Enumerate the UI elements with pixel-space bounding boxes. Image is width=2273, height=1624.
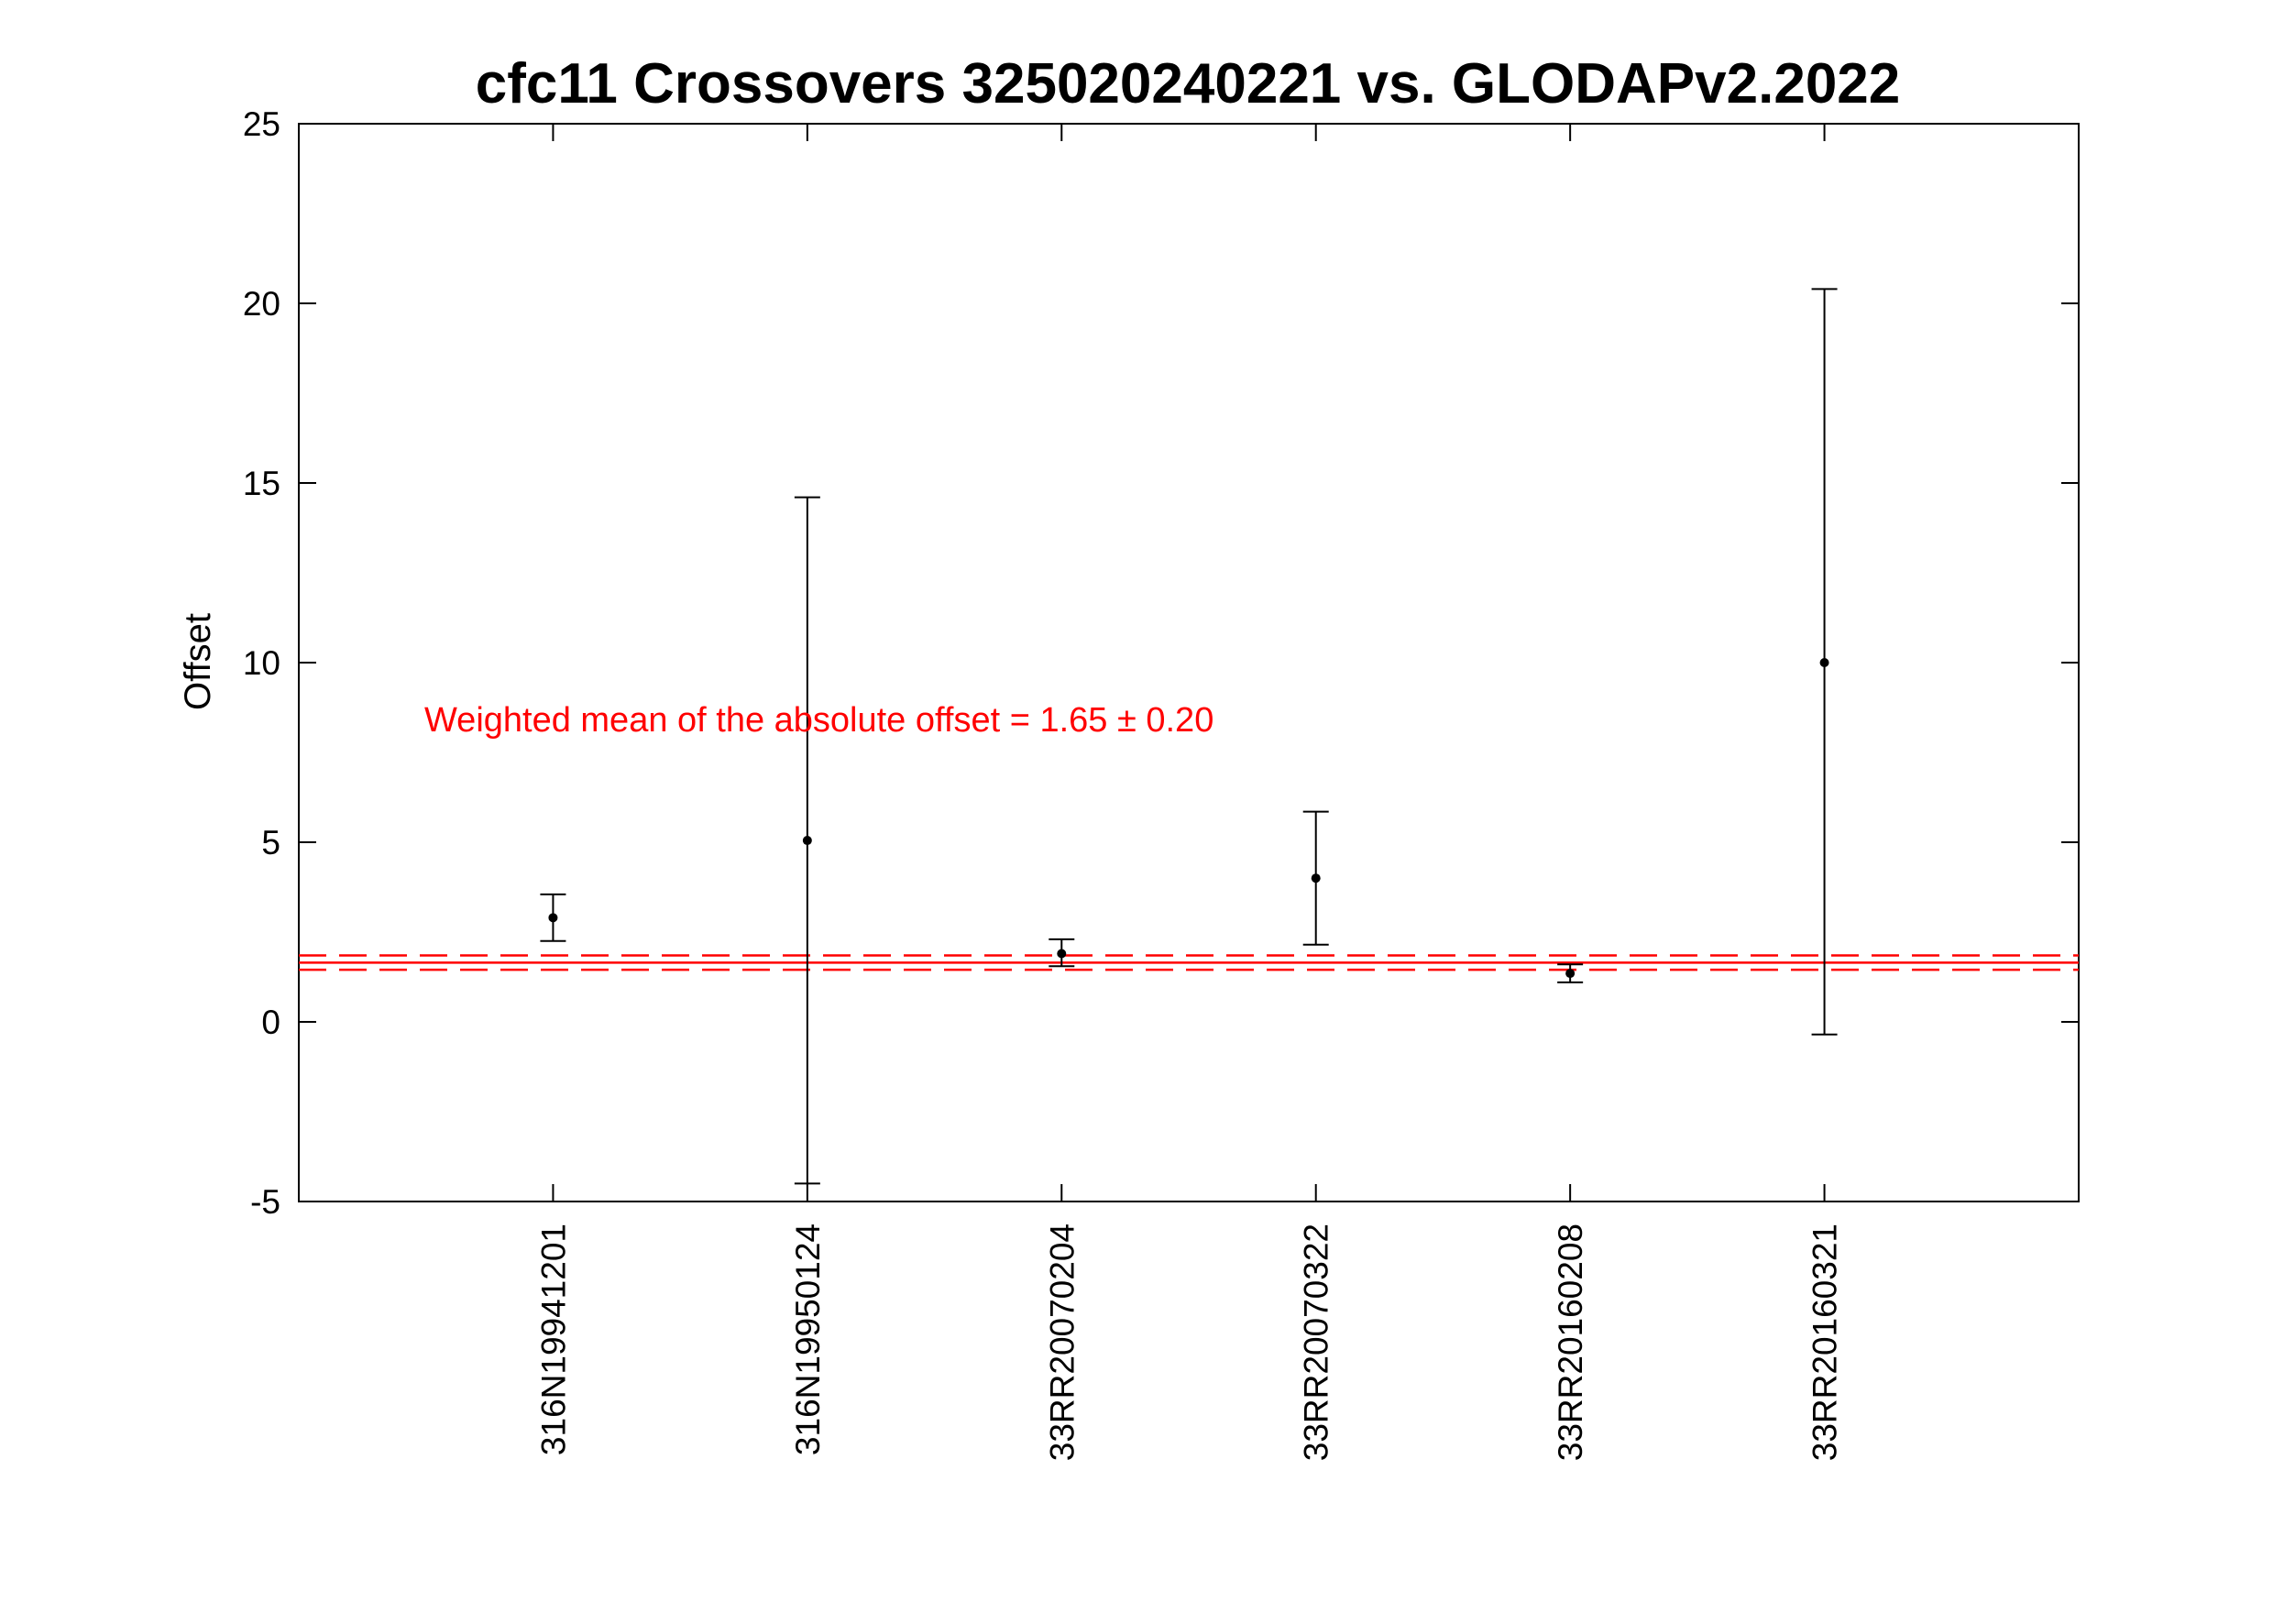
y-tick-label: 10 xyxy=(243,644,280,682)
y-tick-label: 25 xyxy=(243,105,280,143)
y-tick-label: 5 xyxy=(261,824,280,861)
y-tick-label: 0 xyxy=(261,1004,280,1041)
x-tick-label: 33RR20160208 xyxy=(1552,1223,1589,1461)
data-point xyxy=(1565,969,1576,979)
x-tick-label: 33RR20070322 xyxy=(1298,1223,1335,1461)
weighted-mean-annotation: Weighted mean of the absolute offset = 1… xyxy=(424,701,1213,740)
y-tick-label: 15 xyxy=(243,465,280,502)
x-tick-label: 33RR20070204 xyxy=(1043,1223,1081,1461)
data-point xyxy=(1311,873,1321,883)
data-point xyxy=(1057,949,1067,959)
chart-title: cfc11 Crossovers 325020240221 vs. GLODAP… xyxy=(476,52,1901,115)
data-point xyxy=(548,913,558,923)
x-tick-label: 33RR20160321 xyxy=(1806,1223,1844,1461)
y-tick-label: 20 xyxy=(243,285,280,323)
data-point xyxy=(1819,658,1829,667)
x-tick-label: 316N19941201 xyxy=(534,1223,572,1455)
y-tick-label: -5 xyxy=(250,1183,280,1221)
plot-area: -5 0 5 10 15 20 25 316N19941201 316N19950124 33RR… xyxy=(243,105,2080,1461)
axes-frame xyxy=(298,123,2080,1202)
x-tick-label: 316N19950124 xyxy=(789,1223,827,1455)
data-point xyxy=(802,836,812,846)
y-axis-label: Offset xyxy=(178,613,218,710)
